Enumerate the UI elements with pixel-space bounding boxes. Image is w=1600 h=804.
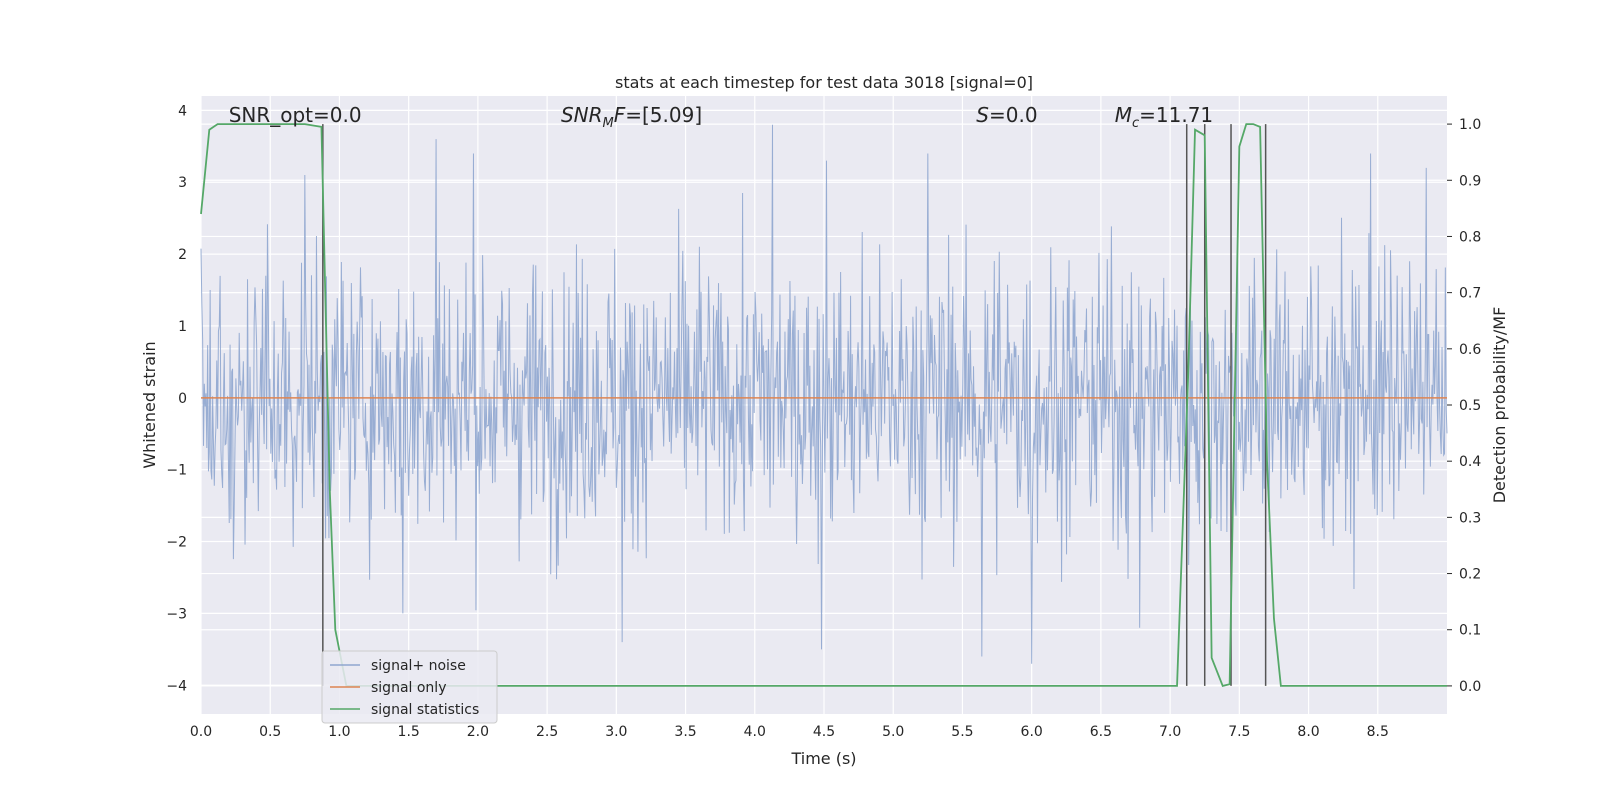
tick-labels: 0.0 0.5 1.0 1.5 2.0 2.5 3.0 3.5 4.0 4.5 5.0 5.5 6.0 6… <box>166 103 1481 740</box>
y2-tick-label: 0.0 <box>1459 679 1481 695</box>
x-tick-label: 1.0 <box>328 724 350 740</box>
y2-tick-label: 0.8 <box>1459 229 1481 245</box>
y2-tick-label: 0.4 <box>1459 454 1481 470</box>
x-tick-label: 6.5 <box>1090 724 1112 740</box>
x-tick-label: 4.5 <box>813 724 835 740</box>
signal-statistics-line <box>200 123 1447 687</box>
legend: signal+ noise signal only signal statist… <box>321 650 498 724</box>
annotation-text: Mc=11.71 <box>1115 103 1213 131</box>
y-tick-label: 4 <box>178 103 187 119</box>
x-tick-label: 2.5 <box>536 724 558 740</box>
x-tick-label: 6.0 <box>1021 724 1043 740</box>
y-tick-label: −2 <box>166 535 187 551</box>
y-tick-label: 3 <box>178 175 187 191</box>
y-tick-label: 0 <box>178 391 187 407</box>
y-tick-label: 1 <box>178 319 187 335</box>
x-tick-label: 5.0 <box>882 724 904 740</box>
y2-tick-label: 0.2 <box>1459 567 1481 583</box>
y2-tick-label: 0.6 <box>1459 342 1481 358</box>
legend-label-signal-only: signal only <box>371 680 446 696</box>
x-tick-label: 7.5 <box>1228 724 1250 740</box>
y-axis-label: Whitened strain <box>140 341 159 468</box>
annotation-text: S=0.0 <box>976 103 1037 127</box>
y2-tick-label: 0.5 <box>1459 398 1481 414</box>
y2-tick-label: 0.7 <box>1459 286 1481 302</box>
y-tick-label: −3 <box>166 606 187 622</box>
x-tick-label: 5.5 <box>951 724 973 740</box>
y2-tick-label: 1.0 <box>1459 117 1481 133</box>
x-tick-label: 2.0 <box>467 724 489 740</box>
legend-label-signal-noise: signal+ noise <box>371 658 466 674</box>
y-tick-label: −4 <box>166 678 187 694</box>
annotation-text: SNR_opt=0.0 <box>229 103 362 127</box>
chart-title: stats at each timestep for test data 301… <box>615 73 1033 92</box>
x-axis-label: Time (s) <box>790 749 856 768</box>
x-tick-label: 4.0 <box>744 724 766 740</box>
y2-axis-label: Detection probability/MF <box>1490 307 1509 504</box>
signal-noise-series <box>200 124 1448 664</box>
x-tick-label: 8.5 <box>1367 724 1389 740</box>
y2-tick-label: 0.9 <box>1459 173 1481 189</box>
x-tick-label: 0.0 <box>190 724 212 740</box>
legend-label-signal-statistics: signal statistics <box>371 702 479 718</box>
x-tick-label: 0.5 <box>259 724 281 740</box>
annotations: SNR_opt=0.0 SNRMF=[5.09] S=0.0 Mc=11.71 <box>229 103 1213 131</box>
y-tick-label: 2 <box>178 247 187 263</box>
x-tick-label: 3.0 <box>605 724 627 740</box>
signal-statistics-series <box>200 123 1447 687</box>
y2-tick-label: 0.3 <box>1459 510 1481 526</box>
legend-box <box>321 650 498 724</box>
signal-noise-line <box>200 124 1448 664</box>
y-tick-label: −1 <box>166 463 187 479</box>
x-tick-label: 1.5 <box>398 724 420 740</box>
y2-tick-label: 0.1 <box>1459 623 1481 639</box>
x-tick-label: 8.0 <box>1297 724 1319 740</box>
x-tick-label: 3.5 <box>674 724 696 740</box>
annotation-text: SNRMF=[5.09] <box>561 103 702 131</box>
x-tick-label: 7.0 <box>1159 724 1181 740</box>
